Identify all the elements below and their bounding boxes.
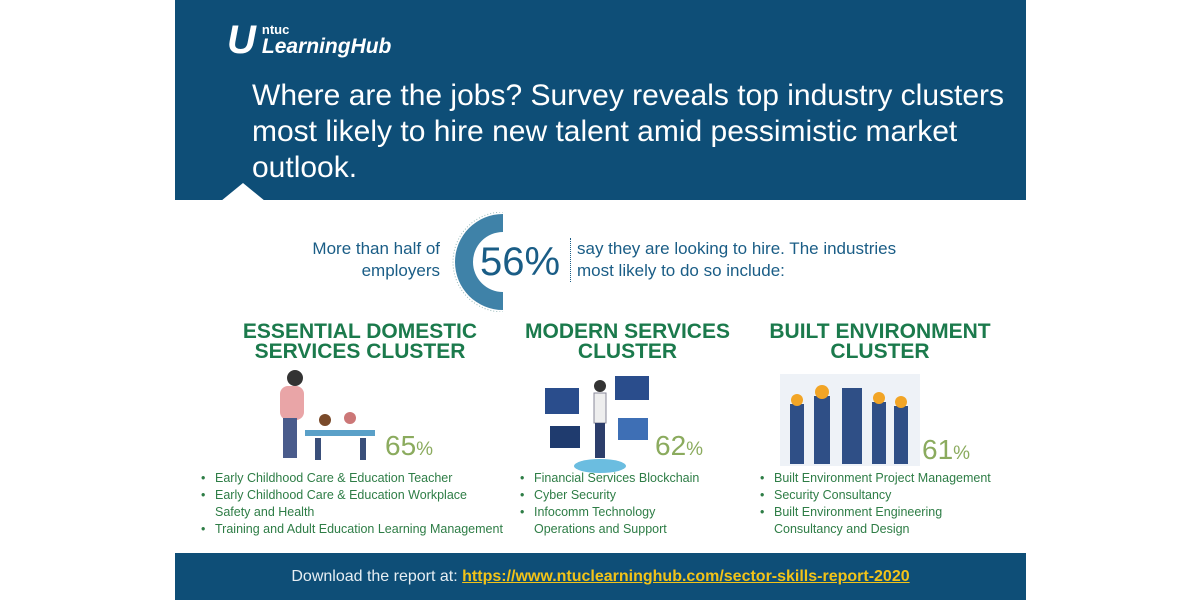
percent-value: 62 <box>655 430 687 461</box>
list-item: Early Childhood Care & Education Teacher <box>199 470 519 487</box>
logo-ntuc: ntuc <box>261 22 290 37</box>
notch <box>221 183 265 201</box>
cluster-percent: 62% <box>655 430 703 462</box>
childcare-illustration <box>280 370 375 460</box>
report-link[interactable]: https://www.ntuclearninghub.com/sector-s… <box>462 568 910 585</box>
list-item: Training and Adult Education Learning Ma… <box>199 521 519 538</box>
percent-sign: % <box>953 443 971 464</box>
cluster-title: ESSENTIAL DOMESTIC SERVICES CLUSTER <box>242 320 478 363</box>
list-item: Built Environment Engineering Consultanc… <box>758 504 958 538</box>
percent-value: 61 <box>922 434 954 465</box>
list-item: Early Childhood Care & Education Workpla… <box>199 487 499 521</box>
percent-sign: % <box>416 439 434 460</box>
stat-section: More than half of employers 56% say they… <box>175 212 1026 312</box>
cluster-percent: 61% <box>922 434 970 466</box>
stat-left-text: More than half of employers <box>312 239 440 280</box>
list-item: Security Consultancy <box>758 487 1008 504</box>
header: U ntuc LearningHub Where are the jobs? S… <box>175 0 1026 201</box>
list-item: Cyber Security <box>518 487 718 504</box>
job-list: Early Childhood Care & Education Teacher… <box>199 470 519 538</box>
stat-right-text: say they are looking to hire. The indust… <box>570 238 930 282</box>
footer-label: Download the report at: <box>291 568 458 585</box>
list-item: Infocomm Technology Operations and Suppo… <box>518 504 688 538</box>
logo-name: LearningHub <box>261 35 392 58</box>
logo: U ntuc LearningHub <box>227 18 391 63</box>
cluster-modern-services: MODERN SERVICES CLUSTER 62% Financial Se… <box>520 320 735 536</box>
cluster-essential-domestic: ESSENTIAL DOMESTIC SERVICES CLUSTER 65% … <box>201 320 503 538</box>
cluster-percent: 65% <box>385 430 433 462</box>
percent-value: 65 <box>385 430 417 461</box>
logo-mark: U <box>227 18 256 62</box>
half-circle-graphic <box>452 212 504 312</box>
construction-illustration <box>780 374 920 466</box>
list-item: Financial Services Blockchain <box>518 470 718 487</box>
page-title: Where are the jobs? Survey reveals top i… <box>252 79 1005 184</box>
list-item: Built Environment Project Management <box>758 470 1008 487</box>
tech-illustration <box>545 376 649 473</box>
percent-sign: % <box>686 439 704 460</box>
job-list: Financial Services Blockchain Cyber Secu… <box>518 470 718 538</box>
stat-value: 56% <box>480 240 561 284</box>
job-list: Built Environment Project Management Sec… <box>758 470 1008 538</box>
footer: Download the report at: https://www.ntuc… <box>175 553 1026 600</box>
infographic: U ntuc LearningHub Where are the jobs? S… <box>175 0 1026 600</box>
cluster-built-environment: BUILT ENVIRONMENT CLUSTER 61% Built Envi… <box>760 320 1000 536</box>
cluster-title: BUILT ENVIRONMENT CLUSTER <box>769 320 991 363</box>
cluster-title: MODERN SERVICES CLUSTER <box>525 320 730 363</box>
